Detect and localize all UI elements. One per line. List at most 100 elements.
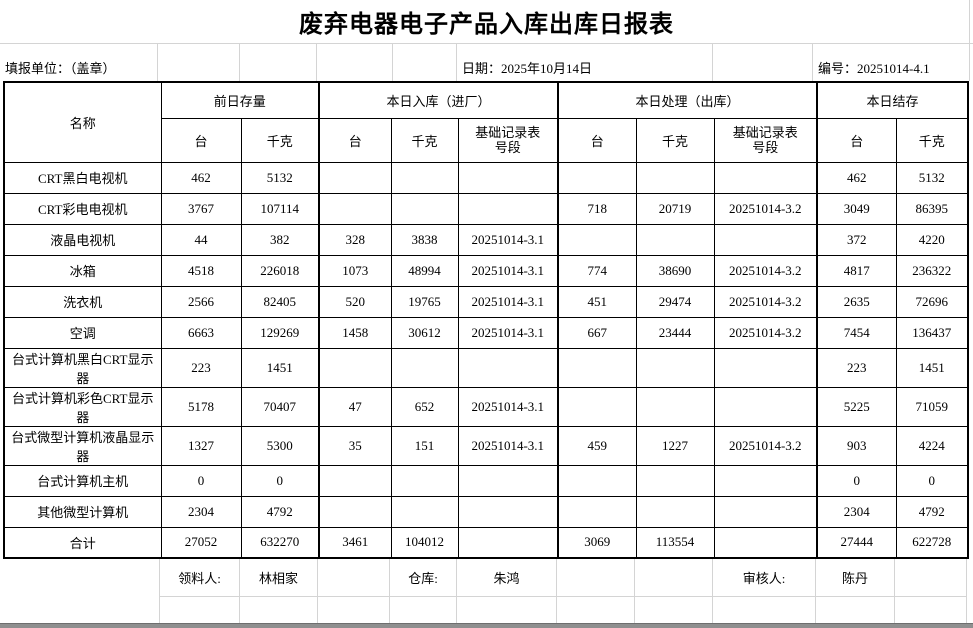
cell-out-kg: 38690 (635, 254, 715, 287)
cell-prev-units: 462 (160, 161, 242, 194)
cell-in-record: 20251014-3.1 (457, 386, 559, 427)
product-name-cell: 液晶电视机 (3, 223, 162, 256)
cell-prev-kg: 0 (240, 464, 320, 497)
cell-out-record (713, 347, 818, 388)
picker-label: 领料人: (160, 559, 240, 597)
cell-out-kg: 1227 (635, 425, 715, 466)
cell-out-record (713, 526, 818, 559)
picker-name: 林相家 (240, 559, 318, 597)
cell-out-record: 20251014-3.2 (713, 254, 818, 287)
group-header-prev-stock: 前日存量 (160, 81, 320, 119)
cell-prev-kg: 82405 (240, 285, 320, 318)
cell-bal-kg: 622728 (895, 526, 969, 559)
table-row: 空调 6663 129269 1458 30612 20251014-3.1 6… (3, 316, 969, 349)
table-row: 台式计算机主机 0 0 0 0 (3, 464, 969, 497)
cell-in-units: 47 (318, 386, 392, 427)
cell-bal-kg: 4220 (895, 223, 969, 256)
cell-out-record (713, 495, 818, 528)
cell-prev-units: 27052 (160, 526, 242, 559)
cell-out-kg (635, 495, 715, 528)
warehouse-name: 朱鸿 (457, 559, 557, 597)
cell-bal-kg: 72696 (895, 285, 969, 318)
table-row: 台式计算机黑白CRT显示器 223 1451 223 1451 (3, 347, 969, 388)
cell-bal-kg: 86395 (895, 192, 969, 225)
footer-cell (3, 559, 160, 597)
cell-in-kg (390, 347, 459, 388)
cell-in-kg (390, 192, 459, 225)
cell-in-record (457, 347, 559, 388)
info-row: 填报单位：（盖章） 日期：2025年10月14日 编号：20251014-4.1 (0, 44, 973, 81)
cell-out-record: 20251014-3.2 (713, 192, 818, 225)
cell-bal-units: 3049 (816, 192, 897, 225)
product-name-cell: 台式计算机黑白CRT显示器 (3, 347, 162, 388)
product-name-cell: 台式计算机彩色CRT显示器 (3, 386, 162, 427)
group-header-inbound: 本日入库（进厂） (318, 81, 559, 119)
signature-row: 领料人: 林相家 仓库: 朱鸿 审核人: 陈丹 (3, 559, 967, 597)
serial-number-label: 编号：20251014-4.1 (818, 61, 930, 76)
footer-cell (390, 597, 457, 628)
auditor-label: 审核人: (713, 559, 816, 597)
cell-prev-units: 0 (160, 464, 242, 497)
cell-in-record: 20251014-3.1 (457, 223, 559, 256)
cell-out-units (557, 386, 637, 427)
cell-in-kg: 19765 (390, 285, 459, 318)
empty-row (3, 597, 967, 628)
cell-out-kg (635, 464, 715, 497)
info-cell (240, 44, 317, 81)
cell-prev-units: 5178 (160, 386, 242, 427)
cell-in-units (318, 192, 392, 225)
col-header-record-range: 基础记录表 号段 (457, 117, 559, 163)
cell-out-units: 459 (557, 425, 637, 466)
cell-bal-kg: 136437 (895, 316, 969, 349)
cell-in-record: 20251014-3.1 (457, 285, 559, 318)
cell-out-units: 774 (557, 254, 637, 287)
cell-out-record (713, 464, 818, 497)
footer-cell (816, 597, 895, 628)
reporting-unit-label: 填报单位：（盖章） (0, 44, 158, 81)
cell-in-record (457, 526, 559, 559)
col-header-units: 台 (557, 117, 637, 163)
cell-in-kg: 48994 (390, 254, 459, 287)
cell-out-kg (635, 223, 715, 256)
cell-out-units (557, 464, 637, 497)
table-row: CRT黑白电视机 462 5132 462 5132 (3, 161, 969, 194)
cell-prev-units: 3767 (160, 192, 242, 225)
cell-out-units (557, 223, 637, 256)
footer-cell (3, 597, 160, 628)
cell-bal-units: 372 (816, 223, 897, 256)
col-header-units: 台 (160, 117, 242, 163)
cell-in-kg: 30612 (390, 316, 459, 349)
cell-out-kg: 29474 (635, 285, 715, 318)
cell-out-kg (635, 161, 715, 194)
cell-prev-kg: 1451 (240, 347, 320, 388)
footer-cell (318, 597, 390, 628)
cell-prev-units: 4518 (160, 254, 242, 287)
cell-out-record: 20251014-3.2 (713, 425, 818, 466)
cell-in-units: 1458 (318, 316, 392, 349)
cell-prev-kg: 382 (240, 223, 320, 256)
cell-out-kg (635, 386, 715, 427)
table-row: 液晶电视机 44 382 328 3838 20251014-3.1 372 4… (3, 223, 969, 256)
col-header-name: 名称 (3, 81, 162, 163)
cell-bal-units: 2635 (816, 285, 897, 318)
product-name-cell: 台式计算机主机 (3, 464, 162, 497)
footer-cell (635, 559, 713, 597)
cell-in-record (457, 161, 559, 194)
cell-in-record: 20251014-3.1 (457, 254, 559, 287)
daily-report-table: 名称 前日存量 本日入库（进厂） 本日处理（出库） 本日结存 台 千克 台 千克… (3, 81, 970, 559)
footer-cell (895, 597, 967, 628)
col-header-units: 台 (816, 117, 897, 163)
info-cell (713, 44, 813, 81)
title-row: 废弃电器电子产品入库出库日报表 (0, 0, 973, 44)
table-row: 冰箱 4518 226018 1073 48994 20251014-3.1 7… (3, 254, 969, 287)
group-header-outbound: 本日处理（出库） (557, 81, 818, 119)
cell-bal-units: 27444 (816, 526, 897, 559)
cell-prev-kg: 632270 (240, 526, 320, 559)
cell-in-units: 35 (318, 425, 392, 466)
info-cell (317, 44, 393, 81)
table-row: 台式计算机彩色CRT显示器 5178 70407 47 652 20251014… (3, 386, 969, 427)
total-row: 合计 27052 632270 3461 104012 3069 113554 … (3, 526, 969, 559)
cell-bal-units: 903 (816, 425, 897, 466)
cell-out-units (557, 347, 637, 388)
